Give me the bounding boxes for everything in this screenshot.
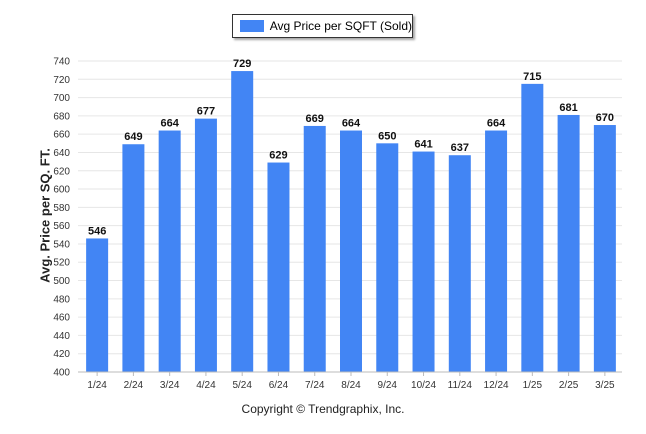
bar [521, 83, 544, 372]
data-label: 729 [233, 58, 251, 70]
bar [448, 155, 471, 372]
data-label: 664 [342, 118, 361, 130]
x-tick-label: 9/24 [378, 380, 398, 391]
y-tick-label: 580 [53, 203, 70, 214]
y-tick-label: 460 [53, 313, 70, 324]
x-tick-label: 10/24 [411, 380, 436, 391]
y-tick-label: 540 [53, 239, 70, 250]
x-tick-label: 11/24 [448, 380, 473, 391]
x-tick-label: 12/24 [484, 380, 509, 391]
x-tick-label: 7/24 [305, 380, 325, 391]
x-tick-label: 6/24 [269, 380, 289, 391]
x-tick-label: 2/25 [559, 380, 579, 391]
data-label: 649 [124, 131, 142, 143]
data-label: 664 [160, 118, 179, 130]
bar [122, 144, 145, 372]
bar [485, 130, 508, 372]
bars [86, 71, 616, 373]
x-tick-label: 3/24 [160, 380, 180, 391]
legend-swatch [240, 20, 264, 32]
data-label: 629 [269, 150, 287, 162]
bar [340, 130, 362, 372]
bar [231, 71, 254, 372]
x-axis-ticks: 1/24 2/24 3/24 4/24 5/24 6/24 7/24 8/24 9/24 10/2… [87, 372, 615, 391]
y-tick-label: 680 [53, 111, 70, 122]
y-tick-label: 440 [53, 331, 70, 342]
y-tick-label: 720 [53, 75, 70, 86]
y-tick-label: 620 [53, 166, 70, 177]
x-tick-label: 4/24 [196, 380, 216, 391]
bar [158, 130, 181, 372]
y-axis-ticks: 400 420 440 460 480 500 520 540 560 580 600 620 640 6… [53, 57, 70, 379]
legend: Avg Price per SQFT (Sold) [232, 14, 413, 38]
data-label: 715 [523, 71, 541, 83]
x-tick-label: 8/24 [341, 380, 361, 391]
y-tick-label: 500 [53, 276, 70, 287]
data-label: 641 [414, 139, 432, 151]
y-tick-label: 480 [53, 294, 70, 305]
x-tick-label: 2/24 [124, 380, 144, 391]
x-tick-label: 5/24 [232, 380, 252, 391]
copyright-text: Copyright © Trendgraphix, Inc. [241, 402, 405, 416]
data-label: 664 [487, 118, 506, 130]
data-label: 546 [88, 225, 106, 237]
y-tick-label: 640 [53, 148, 70, 159]
bar [267, 162, 290, 372]
x-tick-label: 3/25 [595, 380, 615, 391]
y-tick-label: 660 [53, 130, 70, 141]
y-tick-label: 600 [53, 185, 70, 196]
data-label: 637 [451, 142, 469, 154]
data-label: 669 [306, 113, 324, 125]
y-tick-label: 520 [53, 258, 70, 269]
y-tick-label: 420 [53, 349, 70, 360]
y-tick-label: 400 [53, 368, 70, 379]
legend-label: Avg Price per SQFT (Sold) [269, 19, 412, 33]
x-tick-label: 1/25 [523, 380, 543, 391]
data-label: 650 [378, 130, 396, 142]
y-tick-label: 700 [53, 93, 70, 104]
bar [557, 114, 580, 372]
y-tick-label: 560 [53, 221, 70, 232]
bar [376, 143, 399, 372]
bar [412, 151, 435, 372]
y-tick-label: 740 [53, 57, 70, 68]
data-label: 670 [596, 112, 614, 124]
bar [194, 118, 217, 373]
bar [86, 238, 109, 372]
bar [593, 125, 616, 372]
bar [303, 125, 326, 372]
x-tick-label: 1/24 [87, 380, 107, 391]
y-axis-label: Avg. Price per SQ. FT. [37, 148, 53, 283]
data-label: 681 [559, 102, 577, 114]
data-labels: 546 649 664 677 729 629 669 664 650 641 637 664 715 6… [88, 58, 614, 237]
data-label: 677 [197, 106, 215, 118]
